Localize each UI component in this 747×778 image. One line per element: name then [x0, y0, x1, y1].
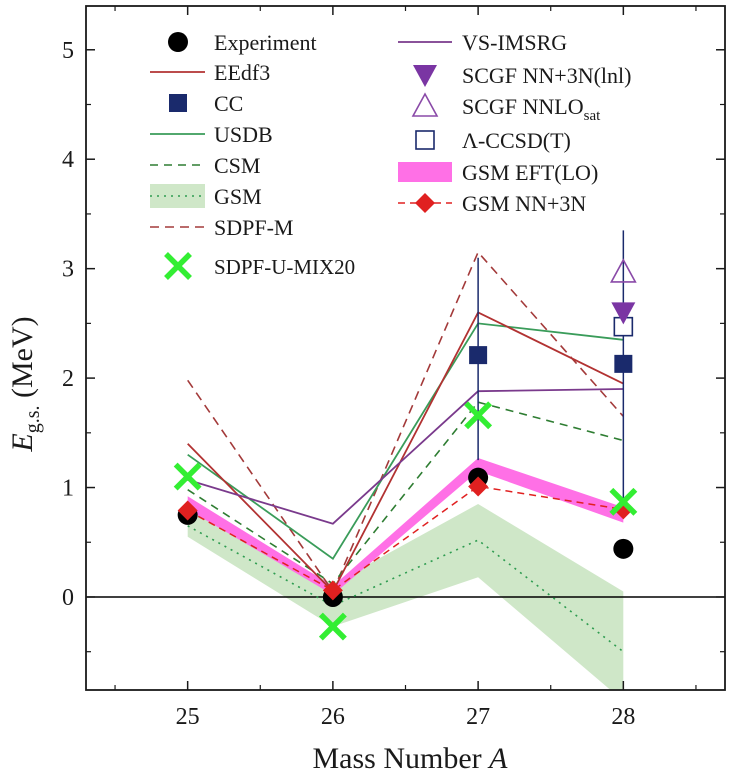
sdpfu-point-26-b [318, 612, 347, 641]
y-tick-label-0: 0 [62, 585, 74, 611]
bands-layer [187, 458, 624, 690]
legend-label-scgf-nnlo: SCGF NNLOsat [462, 94, 601, 124]
gsm-eft-band [187, 458, 624, 595]
x-tick-label-26: 26 [321, 704, 345, 730]
y-axis-label-unit: (MeV) [6, 316, 39, 405]
legend-label-cc: CC [214, 91, 243, 116]
legend-label-sdpfu: SDPF-U-MIX20 [214, 255, 355, 279]
cc-point-27 [469, 346, 488, 365]
gsm-nn3n-point-26 [322, 580, 343, 601]
x-tick-label-28: 28 [611, 704, 635, 730]
sdpfu-point-28-b [609, 487, 638, 516]
markers-layer [173, 230, 638, 641]
legend-label-usdb: USDB [214, 122, 273, 147]
x-tick-label-27: 27 [466, 704, 490, 730]
cc-point-28 [614, 354, 633, 373]
legend-swatch-sdpfu-b [164, 252, 192, 280]
gsm-nn3n-point-27 [468, 476, 489, 497]
x-axis-label-text: Mass Number [313, 742, 482, 775]
y-tick-label-1: 1 [62, 476, 74, 502]
legend-label-vsimsrg: VS-IMSRG [462, 30, 567, 55]
legend-swatch-lambda-ccsdt [415, 130, 435, 150]
y-tick-label-3: 3 [62, 257, 74, 283]
legend-swatch-scgf-nn3n [413, 65, 437, 87]
legend-label-experiment: Experiment [214, 30, 317, 55]
sdpfu-point-27 [464, 401, 493, 430]
scgf-nn3n-point-28 [611, 302, 636, 325]
scgf-nnlo-point-28 [609, 258, 637, 283]
legend-swatch-scgf-nnlo [411, 92, 439, 117]
axes-layer: 25 26 27 28 0 1 2 3 4 5 [62, 5, 726, 730]
legend: Experiment EEdf3 CC USDB CSM GSM SDPF-M SDPF-U-… [150, 30, 631, 280]
sdpfu-point-26 [318, 612, 347, 641]
legend-label-gsm: GSM [214, 184, 262, 209]
y-axis-label-main: E [6, 433, 39, 452]
series-line-gsm [187, 525, 624, 653]
series-line-vsimsrg [187, 388, 624, 525]
gsm-band [187, 504, 624, 690]
sdpfu-point-25-b [173, 462, 202, 491]
series-line-csm [187, 401, 624, 585]
x-tick-label-25: 25 [176, 704, 200, 730]
sdpfu-point-27-b [464, 401, 493, 430]
legend-label-eedf3: EEdf3 [214, 60, 270, 85]
lines-layer [86, 250, 725, 653]
legend-label-gsm-nn3n: GSM NN+3N [462, 191, 586, 216]
series-line-gsm_nn3n [187, 485, 624, 592]
series-line-eedf3 [187, 311, 624, 594]
y-axis-label-sub: g.s. [22, 406, 44, 434]
legend-swatch-gsm-eft [398, 162, 452, 182]
sdpfu-point-28 [609, 487, 638, 516]
x-axis-label: Mass Number A [313, 742, 509, 775]
y-axis-label: Eg.s. (MeV) [6, 316, 44, 452]
legend-swatch-experiment [168, 32, 188, 52]
legend-swatch-gsm-nn3n-marker [415, 193, 435, 213]
legend-label-gsm-eft: GSM EFT(LO) [462, 160, 598, 185]
gsm-nn3n-point-25 [177, 500, 198, 521]
y-tick-label-4: 4 [62, 147, 74, 173]
legend-swatch-gsm-band [150, 184, 205, 208]
legend-label-scgf-nn3n: SCGF NN+3N(lnl) [462, 63, 631, 88]
legend-label-csm: CSM [214, 153, 260, 178]
series-line-usdb [187, 322, 624, 560]
legend-label-sdpfm: SDPF-M [214, 215, 293, 240]
y-tick-label-5: 5 [62, 38, 74, 64]
legend-swatch-cc [169, 94, 187, 112]
y-tick-label-2: 2 [62, 366, 74, 392]
series-line-sdpfm [187, 250, 624, 594]
sdpfu-point-25 [173, 462, 202, 491]
legend-label-sub-scgf-nnlo: sat [584, 108, 601, 124]
legend-swatch-sdpfu [164, 252, 192, 280]
experiment-point-28 [613, 538, 634, 559]
legend-label-lambda-ccsdt: Λ-CCSD(T) [462, 128, 571, 153]
x-axis-label-italic: A [487, 742, 508, 775]
